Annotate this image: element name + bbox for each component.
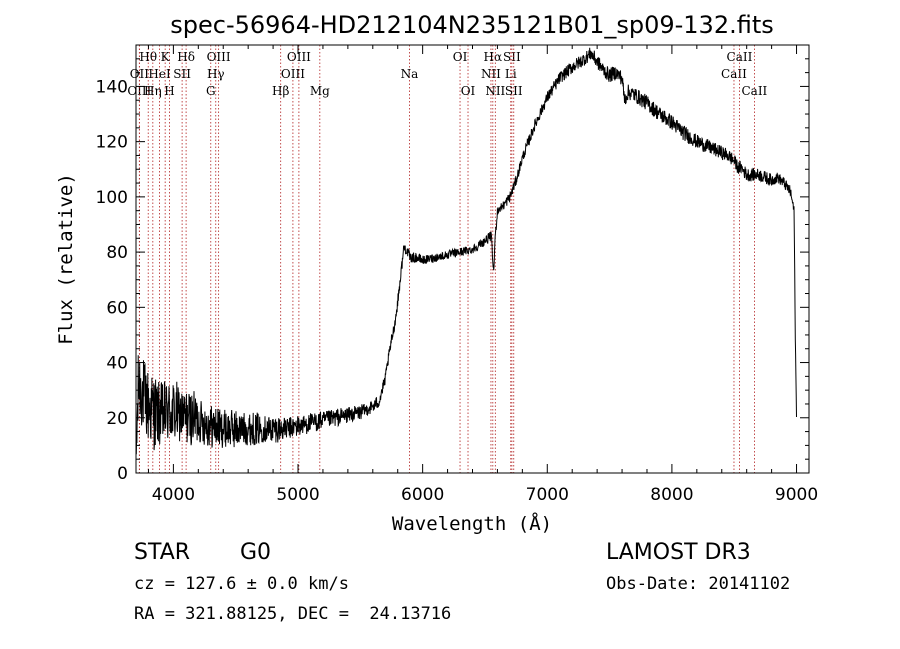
spectral-line-label: Mg: [310, 84, 330, 98]
spectral-line-label: OI: [453, 50, 468, 64]
y-tick-label: 100: [96, 188, 128, 208]
spectral-line-label: OI: [461, 84, 476, 98]
spectrum-plot: [135, 47, 797, 455]
y-tick-label: 40: [106, 354, 128, 374]
x-tick-label: 6000: [401, 485, 444, 505]
spectral-line-label: NII: [485, 84, 505, 98]
y-tick-label: 120: [96, 133, 128, 153]
spectral-line-label: OIII: [207, 50, 231, 64]
x-tick-label: 8000: [650, 485, 693, 505]
x-tick-label: 7000: [526, 485, 569, 505]
spectral-line-label: Hγ: [207, 67, 225, 81]
spectral-line-label: SII: [503, 50, 521, 64]
y-axis-label: Flux (relative): [55, 173, 77, 345]
redshift-velocity: cz = 127.6 ± 0.0 km/s: [134, 574, 349, 594]
axes: 4000 5000 6000 7000 8000 9000 0 20 40 60 80 100 120 1…: [96, 44, 818, 505]
y-tick-label: 60: [106, 298, 128, 318]
x-tick-label: 9000: [775, 485, 818, 505]
spectral-line-label: HeI: [148, 67, 171, 81]
spectral-line-label: Li: [505, 67, 517, 81]
spectral-line-label: CaII: [721, 67, 747, 81]
object-subclass: G0: [240, 540, 272, 565]
x-axis-label: Wavelength (Å): [392, 512, 552, 535]
spectral-line-label: H: [164, 84, 174, 98]
x-tick-label: 5000: [276, 485, 319, 505]
y-tick-label: 80: [106, 243, 128, 263]
spectral-line-label: CaII: [727, 50, 753, 64]
spectral-line-label: Hα: [484, 50, 503, 64]
spectral-line-label: SII: [173, 67, 191, 81]
spectral-line-label: Hβ: [272, 84, 289, 98]
plot-frame: [135, 44, 810, 474]
spectral-line-label: SII: [505, 84, 523, 98]
chart-title: spec-56964-HD212104N235121B01_sp09-132.f…: [170, 11, 774, 39]
survey-name: LAMOST DR3: [606, 540, 751, 565]
coordinates: RA = 321.88125, DEC = 24.13716: [134, 604, 452, 624]
spectral-line-label: OIII: [287, 50, 311, 64]
x-tick-label: 4000: [152, 485, 195, 505]
spectral-line-label: Hθ: [139, 50, 157, 64]
y-tick-label: 0: [117, 464, 128, 484]
y-tick-label: 20: [106, 409, 128, 429]
spectrum-line: [135, 47, 797, 455]
y-tick-label: 140: [96, 77, 128, 97]
spectral-line-label: Hδ: [177, 50, 195, 64]
emission-line-markers: OIIIOIIHθHηHeIKHSIIHδGHγOIIIHβOIIIOIIIMg…: [127, 45, 768, 473]
spectral-line-label: OII: [130, 67, 150, 81]
spectral-line-label: Na: [401, 67, 419, 81]
spectral-line-label: NII: [481, 67, 501, 81]
object-class: STAR: [134, 540, 191, 565]
spectral-line-label: G: [206, 84, 216, 98]
spectral-line-label: K: [161, 50, 171, 64]
spectral-line-label: Hη: [144, 84, 162, 98]
spectral-line-label: CaII: [741, 84, 767, 98]
spectral-line-label: OIII: [281, 67, 305, 81]
observation-date: Obs-Date: 20141102: [606, 574, 791, 594]
